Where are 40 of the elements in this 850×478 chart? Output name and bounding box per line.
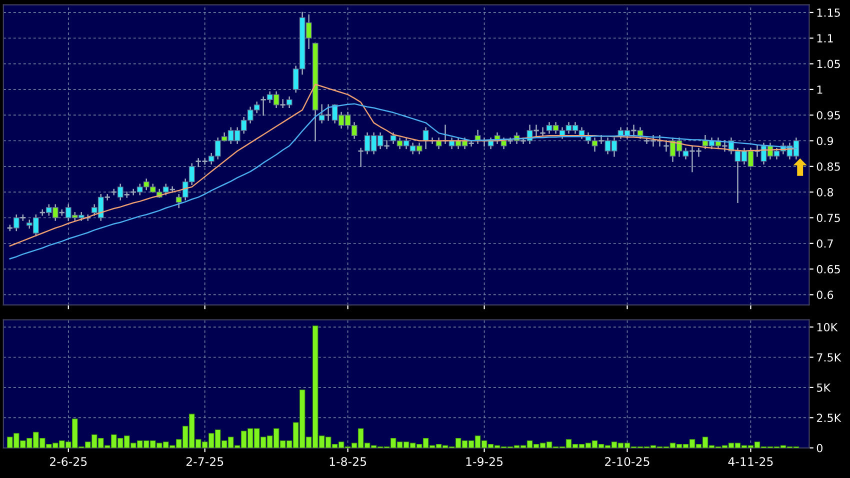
y-tick-label: 0.95 [816, 111, 840, 120]
x-tick-label: 2-6-25 [50, 457, 87, 466]
candlestick [754, 145, 761, 157]
y-tick-label: 0.65 [816, 265, 840, 274]
x-tick-label: 2-7-25 [186, 457, 224, 466]
candlestick [124, 191, 130, 198]
y-tick-label: 5K [817, 384, 831, 392]
y-tick-label: 0.9 [816, 136, 834, 146]
y-tick-label: 1.1 [817, 34, 833, 42]
y-tick-label: 0 [816, 444, 822, 452]
y-tick-label: 0.85 [816, 162, 840, 171]
candlestick [384, 140, 390, 150]
y-tick-label: 0.8 [816, 188, 834, 196]
y-tick-label: 1.15 [817, 8, 840, 17]
candlestick [630, 124, 638, 136]
candlestick [260, 96, 267, 116]
candlestick [280, 99, 286, 108]
y-tick-label: 0.75 [816, 214, 840, 222]
x-tick-label: 1-9-25 [466, 457, 503, 466]
x-tick-label: 4-11-25 [728, 457, 773, 466]
candlestick [169, 186, 176, 193]
y-tick-label: 7.5K [817, 353, 842, 362]
candlestick [532, 124, 540, 136]
y-tick-label: 10K [817, 323, 838, 332]
y-tick-label: 0.6 [816, 290, 834, 300]
y-tick-label: 1 [817, 86, 822, 94]
x-tick-label: 1-8-25 [330, 457, 366, 466]
y-tick-label: 2.5K [816, 414, 842, 422]
candlestick [325, 104, 332, 121]
candlestick [662, 140, 670, 152]
candlestick [721, 140, 728, 152]
x-tick-label: 2-10-25 [605, 457, 650, 466]
candlestick [539, 127, 546, 136]
candlestick [130, 188, 137, 196]
candlestick [358, 148, 364, 168]
y-tick-label: 0.7 [816, 239, 833, 248]
candlestick [104, 194, 111, 200]
y-tick-label: 1.05 [817, 60, 840, 68]
candlestick [110, 188, 118, 196]
candlestick [598, 135, 605, 144]
